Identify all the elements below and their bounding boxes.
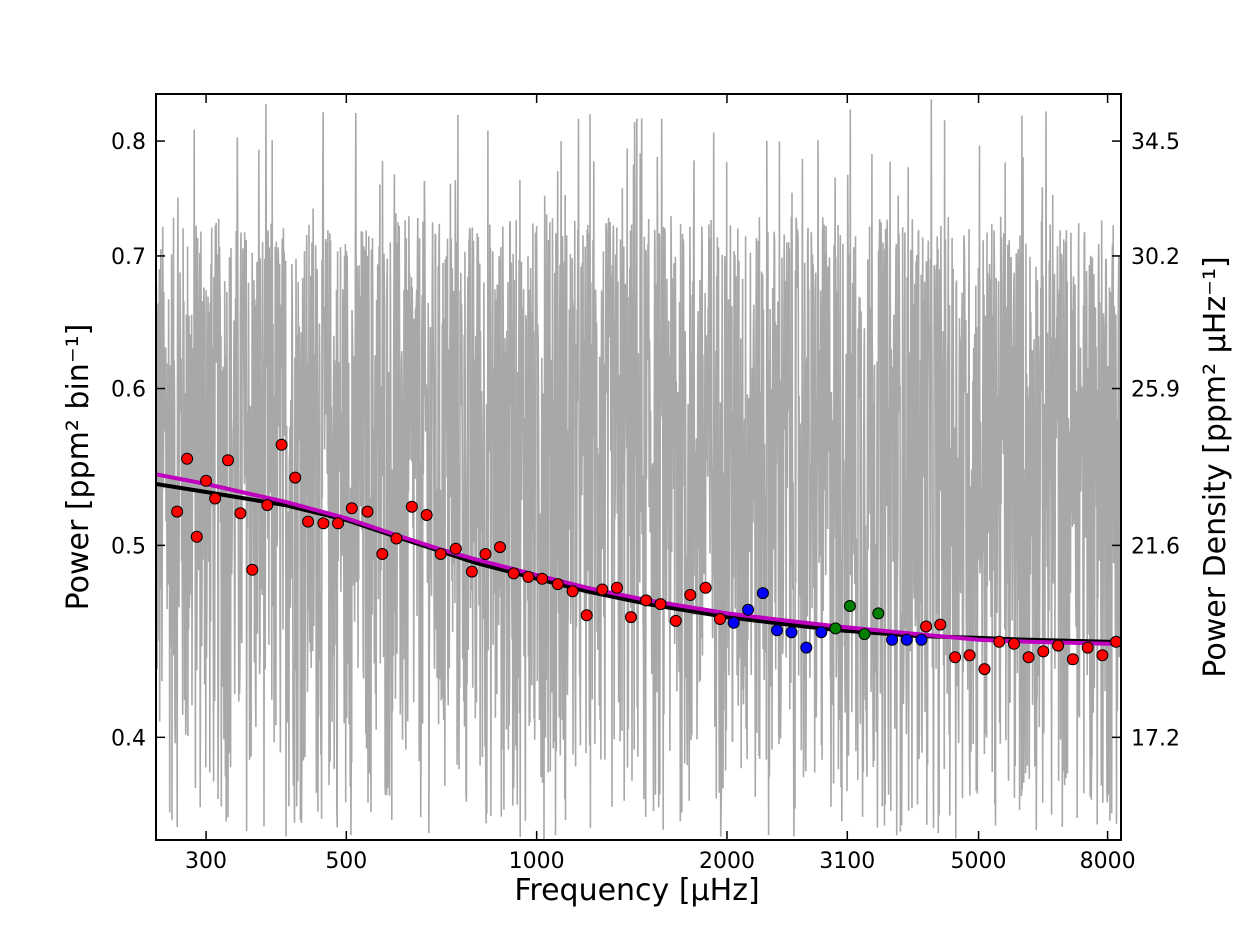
x-tick-label: 300 (185, 849, 227, 874)
y-tick-label: 0.6 (111, 378, 146, 403)
binned-point-red (209, 492, 222, 505)
binned-point-red (684, 589, 697, 601)
binned-point-red (993, 635, 1006, 648)
binned-point-red (302, 515, 315, 528)
binned-point-red (949, 651, 962, 664)
binned-point-red (714, 613, 726, 625)
y-axis-left-label: Power [ppm² bin⁻¹] (61, 324, 96, 611)
binned-point-red (345, 502, 358, 515)
binned-point-red (522, 570, 535, 583)
binned-point-red (181, 452, 194, 465)
binned-point-red (580, 609, 593, 622)
binned-point-red (1110, 635, 1121, 648)
binned-point-red (611, 581, 623, 594)
fit-line-magenta (156, 472, 1121, 646)
binned-point-blue (915, 633, 928, 646)
binned-point-red (536, 572, 549, 585)
binned-point-red (566, 585, 579, 598)
binned-point-red (1066, 653, 1079, 666)
binned-point-red (261, 499, 274, 512)
binned-point-red (275, 438, 288, 451)
y2-tick-label: 17.2 (1131, 726, 1180, 751)
binned-point-red (190, 530, 203, 543)
binned-point-red (1037, 645, 1050, 658)
binned-point-red (246, 563, 259, 576)
plot-frame (155, 93, 1122, 841)
x-tick-label: 500 (325, 849, 367, 874)
y2-tick-label: 21.6 (1131, 534, 1180, 559)
binned-point-red (479, 548, 492, 560)
binned-point-red (1081, 641, 1094, 654)
binned-point-red (551, 578, 564, 591)
y-tick-label: 0.7 (111, 245, 146, 270)
y-tick-label: 0.4 (111, 726, 146, 751)
x-tick-label: 3100 (819, 849, 875, 874)
binned-point-red (234, 507, 247, 520)
binned-point-blue (815, 626, 828, 639)
binned-point-red (317, 517, 330, 530)
binned-point-green (843, 600, 856, 612)
binned-point-red (963, 649, 976, 662)
fit-lines-layer (156, 472, 1121, 646)
y-axis-right: 17.2 21.6 25.9 30.2 34.5 (1112, 130, 1180, 751)
binned-point-red (405, 500, 418, 513)
y2-tick-label: 30.2 (1131, 245, 1180, 270)
binned-point-red (1052, 639, 1065, 652)
y-tick-label: 0.8 (111, 130, 146, 155)
binned-point-red (449, 542, 462, 555)
binned-point-red (920, 620, 933, 633)
binned-point-red (222, 454, 234, 467)
binned-point-blue (771, 624, 783, 637)
binned-point-red (596, 583, 609, 596)
binned-point-green (829, 622, 842, 635)
binned-point-red (171, 505, 184, 518)
binned-point-red (200, 474, 213, 487)
binned-point-blue (742, 603, 755, 616)
binned-point-red (669, 614, 682, 627)
binned-point-green (858, 628, 871, 641)
raw-spectrum-line (156, 99, 1121, 840)
x-tick-label: 2000 (699, 849, 755, 874)
binned-point-red (1022, 651, 1035, 664)
binned-point-red (390, 532, 403, 545)
binned-point-red (934, 618, 947, 631)
x-axis-label: Frequency [μHz] (514, 873, 759, 908)
binned-point-red (640, 594, 653, 607)
binned-points-layer (171, 438, 1121, 676)
binned-point-red (465, 565, 478, 578)
x-tick-label: 5000 (951, 849, 1007, 874)
binned-point-red (494, 541, 506, 554)
y-axis-left: 0.4 0.5 0.6 0.7 0.8 (111, 130, 165, 751)
y-axis-right-label: Power Density [ppm² μHz⁻¹] (1198, 256, 1233, 677)
binned-point-blue (756, 587, 769, 600)
binned-point-blue (727, 616, 740, 629)
y-tick-label: 0.5 (111, 534, 146, 559)
x-axis: 300 500 1000 2000 3100 5000 8000 (185, 94, 1136, 874)
binned-point-red (625, 611, 637, 624)
x-tick-label: 8000 (1080, 849, 1136, 874)
y2-tick-label: 34.5 (1131, 130, 1180, 155)
binned-point-red (1096, 649, 1109, 662)
binned-point-red (1008, 637, 1020, 650)
binned-point-red (420, 509, 433, 521)
y2-tick-label: 25.9 (1131, 378, 1180, 403)
x-tick-label: 1000 (509, 849, 565, 874)
binned-point-blue (800, 641, 813, 654)
binned-point-blue (900, 633, 913, 646)
binned-point-green (872, 607, 885, 620)
binned-point-red (289, 471, 302, 484)
binned-point-blue (785, 626, 798, 639)
binned-point-red (434, 548, 447, 560)
binned-point-red (507, 567, 520, 580)
spectrum-layer (156, 99, 1121, 840)
binned-point-red (332, 517, 344, 530)
binned-point-red (978, 663, 991, 676)
binned-point-red (376, 548, 389, 560)
binned-point-red (361, 505, 374, 518)
binned-point-blue (886, 633, 899, 646)
binned-point-red (699, 581, 712, 594)
binned-point-red (654, 598, 667, 611)
